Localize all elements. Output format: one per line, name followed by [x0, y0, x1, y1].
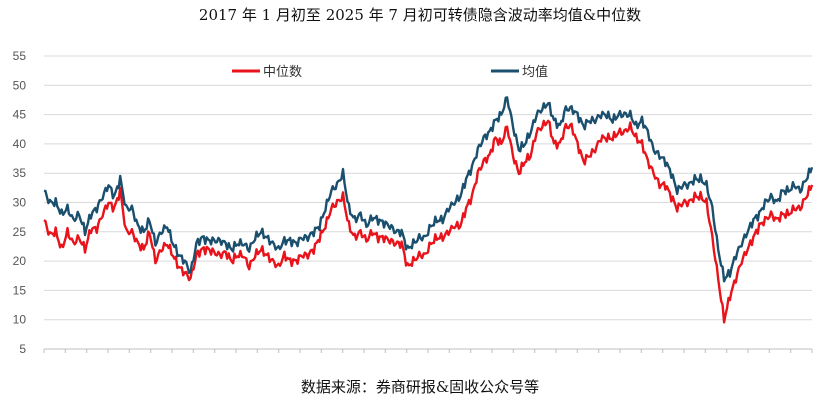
y-tick-label: 55 [13, 49, 27, 63]
y-tick-label: 20 [13, 254, 27, 268]
series-line-median [43, 119, 814, 324]
y-tick-label: 35 [13, 166, 27, 180]
legend: 中位数 均值 [232, 64, 548, 80]
y-tick-label: 25 [13, 225, 27, 239]
legend-label-median: 中位数 [263, 65, 302, 80]
series-lines [43, 96, 814, 324]
data-source-note: 数据来源：券商研报&固收公众号等 [300, 378, 540, 396]
y-tick-label: 45 [13, 108, 27, 122]
legend-item-median: 中位数 [232, 65, 302, 80]
y-axis-ticks: 5 10 15 20 25 30 35 40 45 50 55 [13, 49, 27, 356]
y-tick-label: 5 [19, 342, 26, 356]
y-tick-label: 30 [13, 196, 27, 210]
chart-title: 2017 年 1 月初至 2025 年 7 月初可转债隐含波动率均值&中位数 [198, 6, 642, 24]
y-tick-label: 50 [13, 78, 27, 92]
series-line-mean [43, 96, 814, 283]
legend-item-mean: 均值 [491, 64, 548, 80]
x-axis [43, 348, 813, 353]
y-tick-label: 40 [13, 137, 27, 151]
y-tick-label: 10 [13, 313, 27, 327]
gridlines [44, 55, 812, 350]
y-tick-label: 15 [13, 283, 27, 297]
legend-label-mean: 均值 [522, 64, 548, 80]
